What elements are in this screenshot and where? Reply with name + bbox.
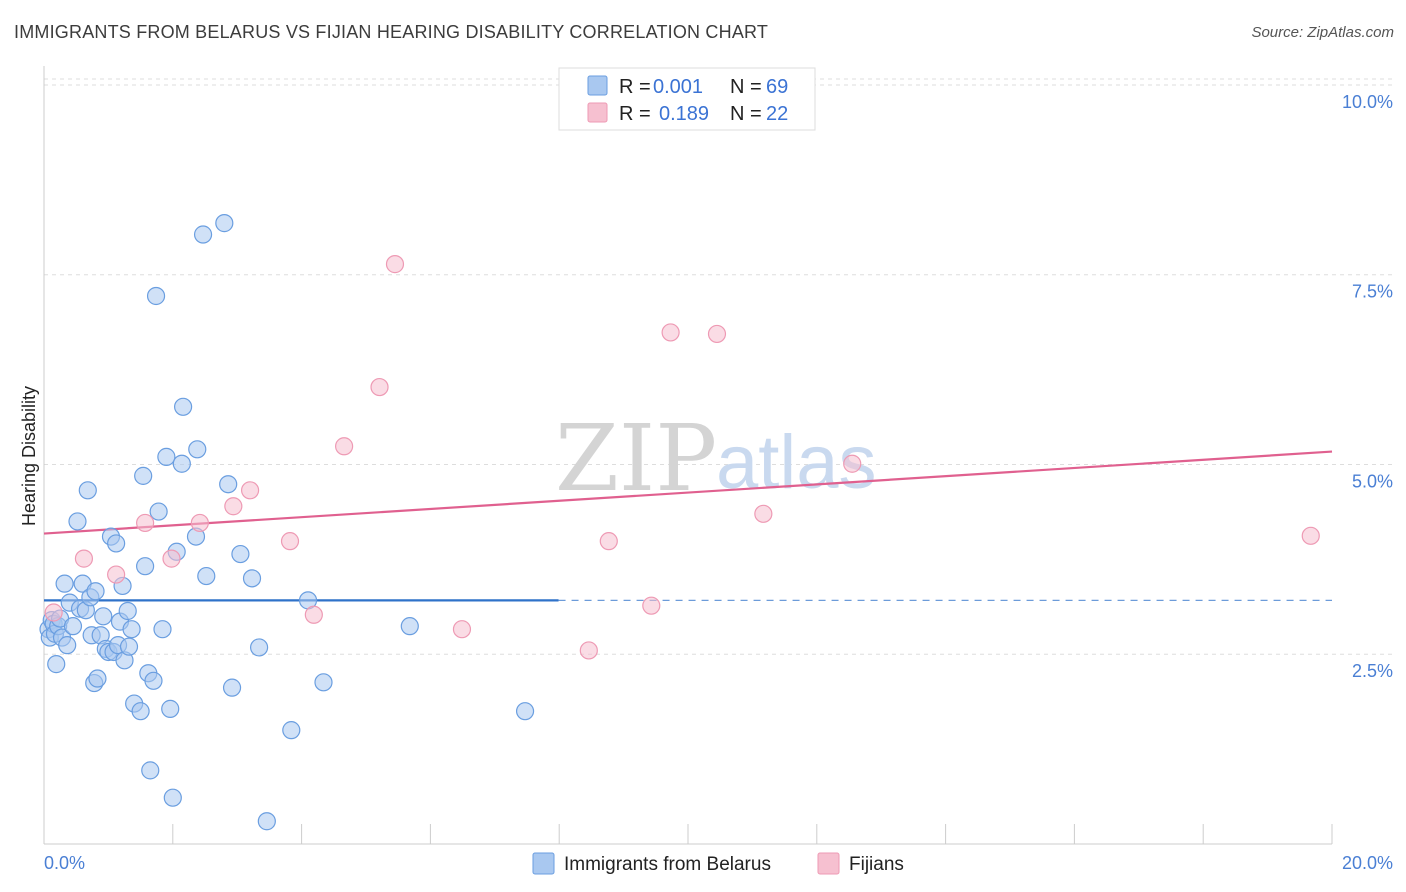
point-belarus (222, 678, 242, 697)
y-tick-label: 10.0% (1342, 92, 1393, 112)
point-fijians (642, 596, 661, 615)
y-tick-label: 7.5% (1352, 282, 1393, 302)
point-fijians (707, 324, 727, 344)
legend-bottom-label-belarus: Immigrants from Belarus (564, 854, 771, 875)
legend-bottom: Immigrants from Belarus Fijians (532, 852, 904, 875)
point-belarus (122, 620, 141, 639)
point-belarus (134, 466, 153, 485)
legend-top-swatch-fijians (587, 102, 608, 123)
point-belarus (141, 761, 160, 780)
point-belarus (161, 699, 180, 718)
point-belarus (55, 574, 74, 593)
source-attribution: Source: ZipAtlas.com (1251, 24, 1394, 41)
point-belarus (47, 655, 66, 674)
legend-top: R = 0.001 N = 69 R = 0.189 N = 22 (558, 67, 816, 131)
point-fijians (190, 513, 209, 533)
point-belarus (63, 617, 83, 636)
point-belarus (163, 788, 182, 807)
legend-bottom-swatch-belarus (532, 852, 555, 875)
point-fijians (579, 641, 598, 660)
point-belarus (215, 214, 234, 233)
legend-top-r-label-belarus: R = (619, 76, 651, 98)
point-belarus (174, 397, 193, 416)
point-belarus (172, 454, 191, 473)
point-belarus (219, 475, 238, 494)
point-belarus (157, 447, 176, 466)
legend-top-r-value-fijians: 0.189 (659, 103, 709, 125)
point-belarus (68, 512, 87, 531)
point-fijians (136, 513, 155, 533)
legend-top-r-value-belarus: 0.001 (653, 76, 703, 98)
point-belarus (242, 569, 262, 588)
point-fijians (385, 255, 405, 274)
x-axis-ticks (43, 824, 1333, 844)
series-belarus-points (39, 214, 535, 831)
legend-bottom-swatch-fijians (817, 852, 840, 875)
point-belarus (257, 812, 276, 831)
point-belarus (146, 286, 166, 306)
point-belarus (193, 225, 213, 244)
legend-top-n-label-fijians: N = (730, 103, 762, 125)
point-fijians (452, 620, 472, 639)
point-fijians (74, 549, 94, 568)
grid-lines (44, 78, 1392, 655)
point-belarus (58, 636, 77, 655)
point-belarus (88, 669, 107, 688)
legend-top-r-label-fijians: R = (619, 103, 651, 125)
chart-title: IMMIGRANTS FROM BELARUS VS FIJIAN HEARIN… (14, 22, 769, 42)
legend-top-n-value-fijians: 22 (766, 103, 788, 125)
point-belarus (94, 607, 113, 626)
point-belarus (153, 620, 172, 639)
point-belarus (188, 440, 207, 459)
watermark: ZIP atlas (555, 405, 877, 512)
point-belarus (249, 638, 269, 657)
point-fijians (280, 532, 300, 551)
point-belarus (314, 673, 333, 692)
point-belarus (78, 481, 97, 500)
y-tick-labels: 2.5% 5.0% 7.5% 10.0% (1342, 92, 1393, 681)
point-fijians (754, 504, 773, 523)
point-belarus (515, 702, 535, 721)
point-fijians (1301, 526, 1320, 545)
watermark-zip: ZIP (555, 405, 717, 512)
point-fijians (107, 565, 126, 584)
point-belarus (149, 502, 168, 521)
point-belarus (131, 702, 150, 721)
point-fijians (599, 532, 618, 551)
legend-top-n-label-belarus: N = (730, 76, 762, 98)
point-belarus (86, 582, 105, 601)
x-tick-label-min: 0.0% (44, 853, 85, 873)
point-fijians (370, 377, 389, 397)
point-fijians (44, 603, 63, 622)
trendline-fijians (43, 450, 1333, 535)
point-fijians (304, 605, 323, 624)
x-tick-label-max: 20.0% (1342, 853, 1393, 873)
point-fijians (335, 437, 354, 456)
legend-top-swatch-belarus (587, 75, 608, 96)
point-belarus (231, 544, 250, 564)
y-tick-label: 5.0% (1352, 471, 1393, 491)
legend-bottom-label-fijians: Fijians (849, 854, 904, 875)
legend-top-n-value-belarus: 69 (766, 76, 788, 98)
point-fijians (843, 454, 862, 473)
point-belarus (136, 557, 155, 576)
point-belarus (282, 721, 301, 740)
point-fijians (162, 549, 181, 568)
point-belarus (400, 617, 419, 636)
point-fijians (661, 323, 680, 342)
point-belarus (119, 637, 139, 656)
point-belarus (144, 671, 163, 690)
series-fijians-points (44, 255, 1320, 660)
point-fijians (224, 497, 243, 516)
y-axis-title: Hearing Disability (19, 386, 39, 526)
point-belarus (107, 534, 126, 553)
point-belarus (118, 601, 137, 621)
point-fijians (240, 481, 260, 500)
y-tick-label: 2.5% (1352, 661, 1393, 681)
point-belarus (197, 566, 216, 586)
